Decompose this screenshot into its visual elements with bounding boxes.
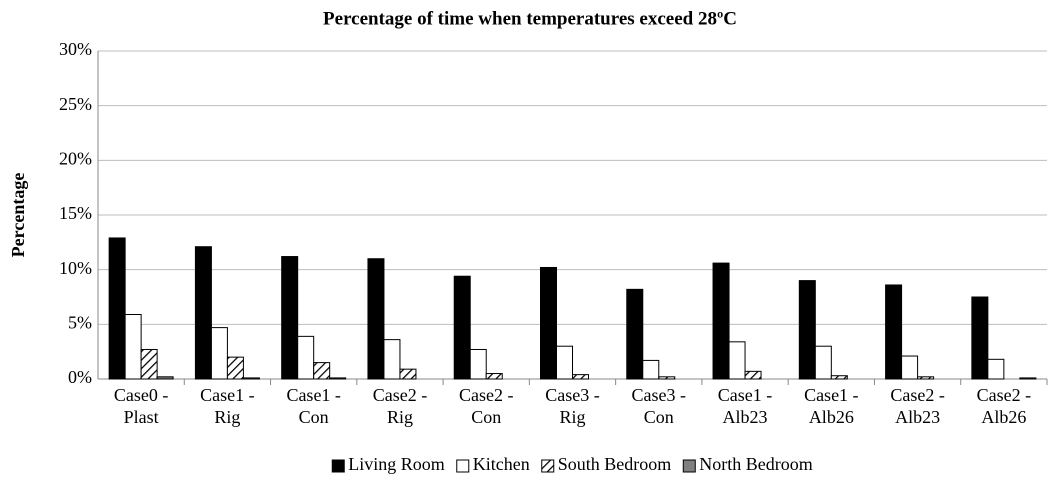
x-tick-label: Case1 - [718,385,772,405]
bar [297,335,315,380]
bar [987,358,1005,380]
bar [556,345,573,380]
x-tick-label: Case2 - [459,385,513,405]
y-tick-label: 20% [59,148,92,168]
y-tick-label: 10% [59,258,92,278]
bar [453,275,471,380]
bar [156,376,174,380]
bar [917,376,935,380]
bar [626,288,644,380]
bar [658,376,676,380]
legend-label: North Bedroom [699,454,812,474]
bar [971,296,989,380]
y-tick-label: 0% [68,367,92,387]
y-tick-label: 15% [59,203,92,223]
x-tick-label: Rig [559,407,585,427]
bar [383,339,401,380]
x-tick-label: Case2 - [977,385,1031,405]
y-tick-label: 25% [59,94,92,114]
x-tick-label: Con [299,407,329,427]
x-tick-label: Con [644,407,674,427]
bar [572,374,589,380]
x-tick-label: Rig [387,407,413,427]
y-tick-label: 5% [68,312,92,332]
bar [210,327,228,380]
legend-swatch [541,459,555,473]
bar [901,355,919,380]
x-tick-label: Alb26 [809,407,854,427]
x-tick-label: Alb23 [895,407,940,427]
x-tick-label: Case1 - [200,385,254,405]
bar [540,266,557,380]
legend-swatch [682,459,696,473]
legend-label: Kitchen [473,454,530,474]
bar [814,345,832,380]
bar [140,348,158,380]
bar [108,237,126,380]
bar [367,258,385,380]
bar [744,370,762,380]
x-tick-label: Case3 - [632,385,686,405]
bar [485,373,503,380]
x-tick-label: Case3 - [545,385,599,405]
legend-label: South Bedroom [558,454,672,474]
bar [728,341,746,380]
x-tick-label: Case1 - [286,385,340,405]
bar [885,284,903,380]
bar [469,348,487,380]
x-tick-label: Case1 - [804,385,858,405]
bar [124,313,142,380]
x-tick-label: Rig [214,407,240,427]
x-tick-label: Alb23 [723,407,768,427]
bar [329,377,347,380]
legend-swatch [331,459,345,473]
bar [242,377,260,380]
legend-label: Living Room [348,454,445,474]
x-tick-label: Con [471,407,501,427]
bar [712,262,730,380]
bar [281,256,299,380]
bar [226,356,244,380]
x-tick-label: Alb26 [981,407,1026,427]
x-tick-label: Case2 - [373,385,427,405]
legend-swatch [456,459,470,473]
bar [399,368,417,380]
chart-title: Percentage of time when temperatures exc… [323,8,737,29]
bar [642,359,660,380]
x-tick-label: Case2 - [890,385,944,405]
bar [830,375,848,380]
y-tick-label: 30% [59,39,92,59]
bar [798,280,816,380]
bar [313,362,331,380]
x-tick-label: Plast [124,407,159,427]
bar [194,246,212,380]
x-tick-label: Case0 - [114,385,168,405]
y-axis-label: Percentage [8,173,28,258]
bar [1019,377,1037,380]
